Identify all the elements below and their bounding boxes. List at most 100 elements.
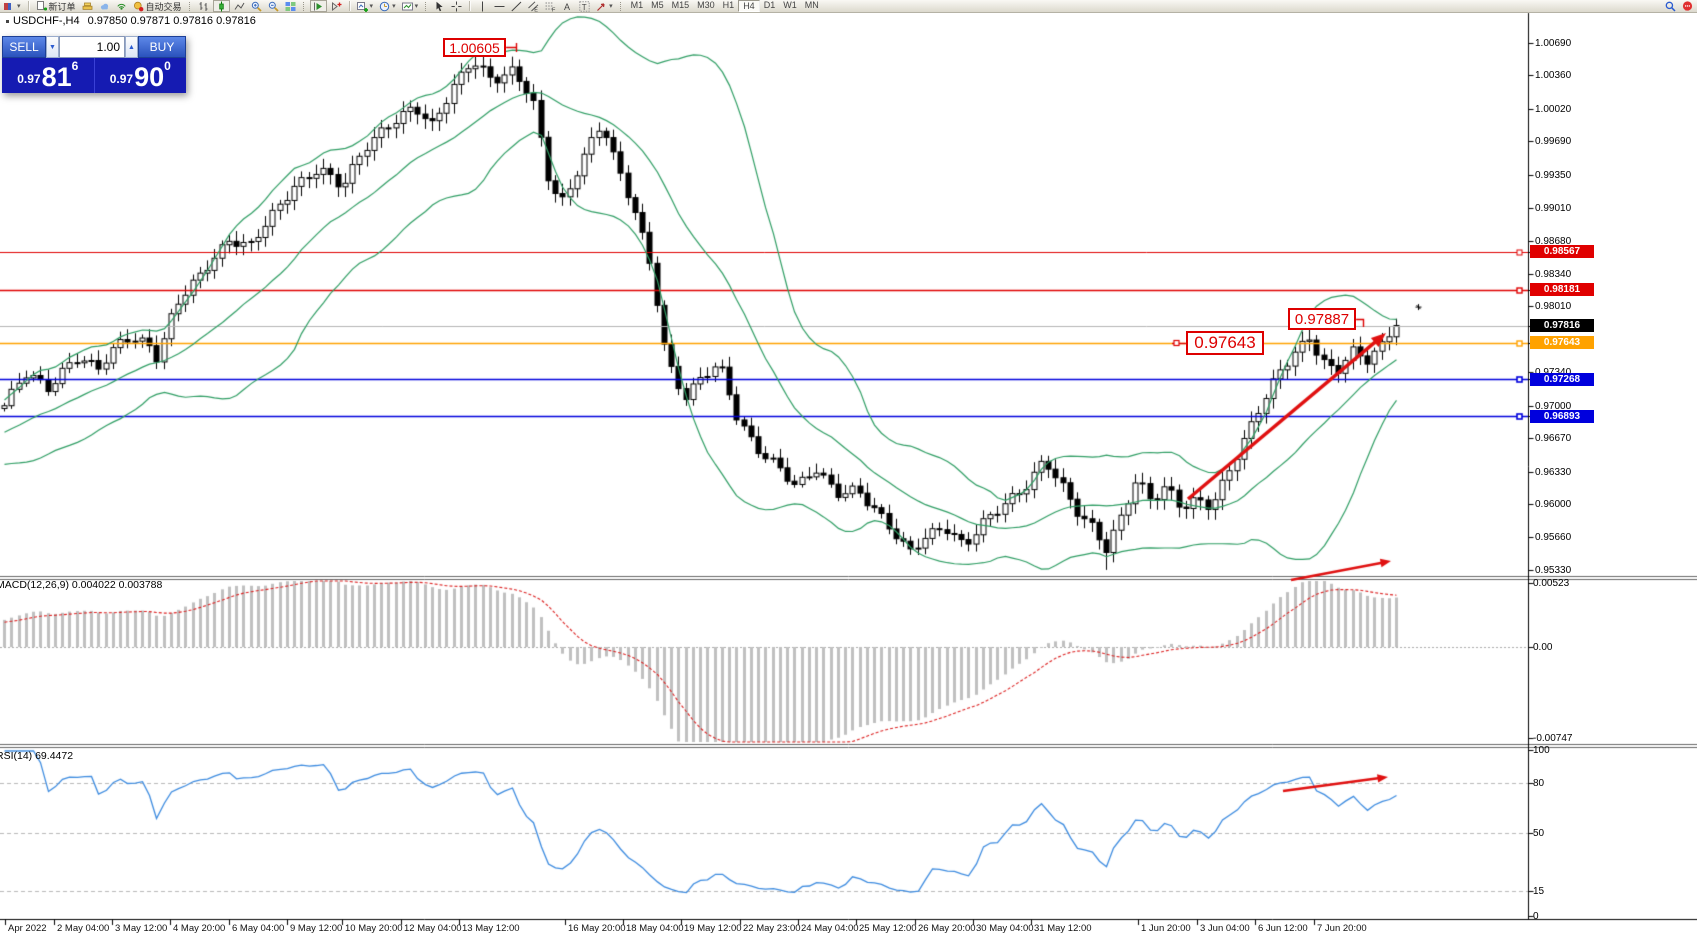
price-tick-label: 0.97340 <box>1535 367 1571 378</box>
new-order-button[interactable]: 新订单 <box>34 0 78 12</box>
auto-scroll-button[interactable] <box>309 0 327 12</box>
cloud-icon <box>100 3 108 9</box>
chart-window-icon <box>6 19 9 23</box>
date-axis-label: 2 May 04:00 <box>57 923 110 934</box>
market-watch-button[interactable] <box>80 0 95 12</box>
window-menu-partial-icon[interactable]: ▾ <box>2 0 23 12</box>
autotrade-button[interactable]: 自动交易 <box>131 0 184 12</box>
cursor-button[interactable] <box>432 0 447 12</box>
timeframe-button-m1[interactable]: M1 <box>630 0 644 10</box>
shapes-button[interactable]: ▾ <box>594 0 615 12</box>
timeframe-button-m15[interactable]: M15 <box>671 0 690 10</box>
horizontal-line-icon <box>494 5 505 7</box>
fibonacci-button[interactable]: F <box>543 0 558 12</box>
chat-bubble-icon <box>1682 0 1693 11</box>
timeframe-button-m5[interactable]: M5 <box>651 0 664 10</box>
rsi-tick-label: 15 <box>1533 886 1545 898</box>
price-tick-label: 0.95330 <box>1535 564 1572 576</box>
price-tick-label: 1.00360 <box>1535 70 1572 82</box>
chart-title: USDCHF-,H4 0.97850 0.97871 0.97816 0.9781… <box>6 15 256 27</box>
text-label-button[interactable]: T <box>577 0 592 12</box>
chevron-down-icon: ▼ <box>49 43 56 51</box>
rsi-tick-label: 50 <box>1533 828 1545 839</box>
timeframe-button-h4[interactable]: H4 <box>738 0 760 12</box>
signal-button[interactable] <box>114 0 129 12</box>
sell-button[interactable]: SELL <box>2 36 46 58</box>
timeframe-button-w1[interactable]: W1 <box>783 0 797 10</box>
date-axis-label: Apr 2022 <box>8 923 47 934</box>
timeframe-button-h1[interactable]: H1 <box>722 0 735 10</box>
equidistant-channel-button[interactable]: E <box>526 0 541 12</box>
chevron-down-icon: ▾ <box>414 2 419 10</box>
ohlc-values: 0.97850 0.97871 0.97816 0.97816 <box>87 15 256 27</box>
price-tick-label: 0.97000 <box>1535 400 1572 412</box>
price-tick-label: 0.99350 <box>1535 169 1572 181</box>
indicators-button[interactable]: ▾ <box>355 0 376 12</box>
price-tick-label: 0.96000 <box>1535 499 1572 511</box>
svg-text:A: A <box>564 2 570 12</box>
price-level-badge: 0.98181 <box>1530 283 1594 297</box>
buy-button[interactable]: BUY <box>138 36 186 58</box>
svg-text:E: E <box>534 7 538 12</box>
timeframe-button-mn[interactable]: MN <box>804 0 819 10</box>
annotation-support-price[interactable]: 0.97643 <box>1186 331 1264 355</box>
date-axis-label: 24 May 04:00 <box>801 923 859 934</box>
price-tick-label: 0.98340 <box>1535 269 1572 280</box>
vertical-line-button[interactable] <box>475 0 490 12</box>
chevron-down-icon: ▾ <box>609 2 613 10</box>
tile-windows-button[interactable] <box>283 0 298 12</box>
sell-price-pip: 6 <box>71 59 79 73</box>
bar-chart-button[interactable] <box>196 0 211 12</box>
trendline-icon <box>511 1 522 11</box>
clock-icon <box>379 1 390 11</box>
cloud-button[interactable] <box>97 0 112 12</box>
macd-tick-label: 0.00 <box>1533 642 1553 653</box>
template-icon <box>401 2 413 10</box>
annotation-peak-price[interactable]: 1.00605 <box>443 38 506 57</box>
timeframe-button-d1[interactable]: D1 <box>763 0 776 10</box>
signal-icon <box>116 3 126 10</box>
text-button[interactable]: A <box>560 0 575 12</box>
date-axis-label: 19 May 12:00 <box>684 923 742 934</box>
price-tick-label: 1.00690 <box>1535 38 1572 49</box>
crosshair-button[interactable] <box>449 0 464 12</box>
line-chart-button[interactable] <box>232 0 247 12</box>
zoom-out-button[interactable] <box>266 0 281 12</box>
line-chart-icon <box>234 2 244 10</box>
volume-increase-button[interactable]: ▲ <box>125 36 138 58</box>
date-axis-label: 7 Jun 20:00 <box>1317 923 1367 934</box>
zoom-in-button[interactable] <box>249 0 264 12</box>
cursor-icon <box>436 1 443 11</box>
notifications-button[interactable] <box>1680 0 1695 12</box>
vertical-line-icon <box>482 1 484 11</box>
trendline-button[interactable] <box>509 0 524 12</box>
price-tick-label: 0.96330 <box>1535 466 1572 478</box>
autotrade-icon <box>133 1 143 11</box>
zoom-out-icon <box>268 1 279 12</box>
annotation-resistance-price[interactable]: 0.97887 <box>1288 308 1356 330</box>
buy-price[interactable]: 0.97 90 0 <box>95 58 187 93</box>
price-tick-label: 0.96670 <box>1535 433 1572 445</box>
periods-button[interactable]: ▾ <box>377 0 398 12</box>
search-button[interactable] <box>1663 0 1678 12</box>
rsi-tick-label: 80 <box>1533 778 1545 790</box>
timeframe-button-m30[interactable]: M30 <box>697 0 715 10</box>
price-tick-label: 0.95660 <box>1535 532 1572 544</box>
text-a-icon: A <box>564 2 570 12</box>
date-axis-label: 13 May 12:00 <box>462 923 520 934</box>
buy-price-big: 90 <box>134 62 165 92</box>
sell-price[interactable]: 0.97 81 6 <box>2 58 95 93</box>
templates-button[interactable]: ▾ <box>400 0 421 12</box>
price-tick-label: 0.99690 <box>1535 136 1572 148</box>
candlestick-chart-button[interactable] <box>212 0 230 12</box>
one-click-trading-panel: SELL ▼ 1.00 ▲ BUY 0.97 81 6 0.97 90 0 <box>2 36 186 93</box>
date-axis-label: 25 May 12:00 <box>859 923 917 934</box>
symbol-period: USDCHF-,H4 <box>13 15 80 27</box>
candlestick-icon <box>218 1 224 11</box>
volume-decrease-button[interactable]: ▼ <box>46 36 59 58</box>
horizontal-line-button[interactable] <box>492 0 507 12</box>
date-axis-label: 26 May 20:00 <box>918 923 976 934</box>
volume-input[interactable]: 1.00 <box>59 36 125 58</box>
chart-shift-button[interactable] <box>329 0 344 12</box>
